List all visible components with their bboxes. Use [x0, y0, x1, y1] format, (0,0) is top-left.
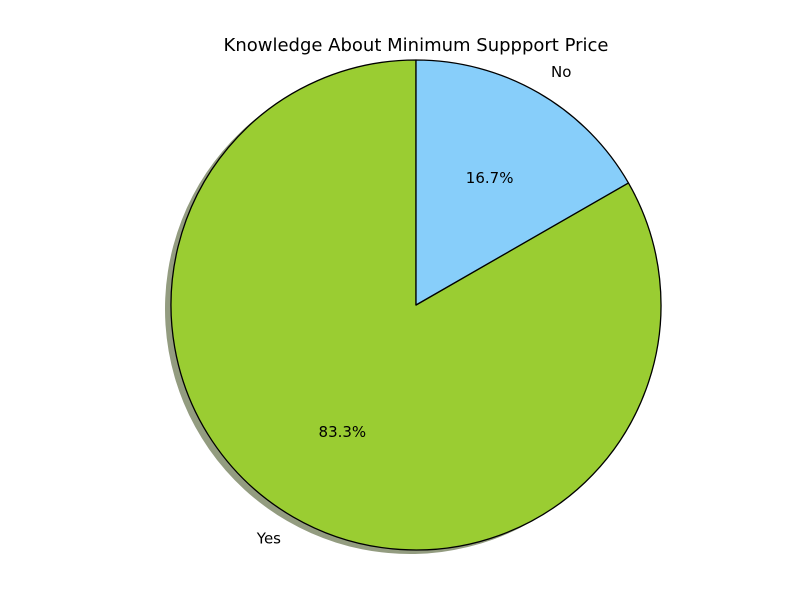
pie-slice-yes: [170, 59, 662, 551]
slice-label-no: No: [551, 63, 571, 81]
pie-slice-no: [415, 59, 630, 306]
chart-title: Knowledge About Minimum Suppport Price: [223, 35, 609, 56]
slice-percent-no: 16.7%: [466, 169, 514, 187]
slice-label-yes: Yes: [256, 529, 281, 547]
slice-percent-yes: 83.3%: [319, 423, 367, 441]
